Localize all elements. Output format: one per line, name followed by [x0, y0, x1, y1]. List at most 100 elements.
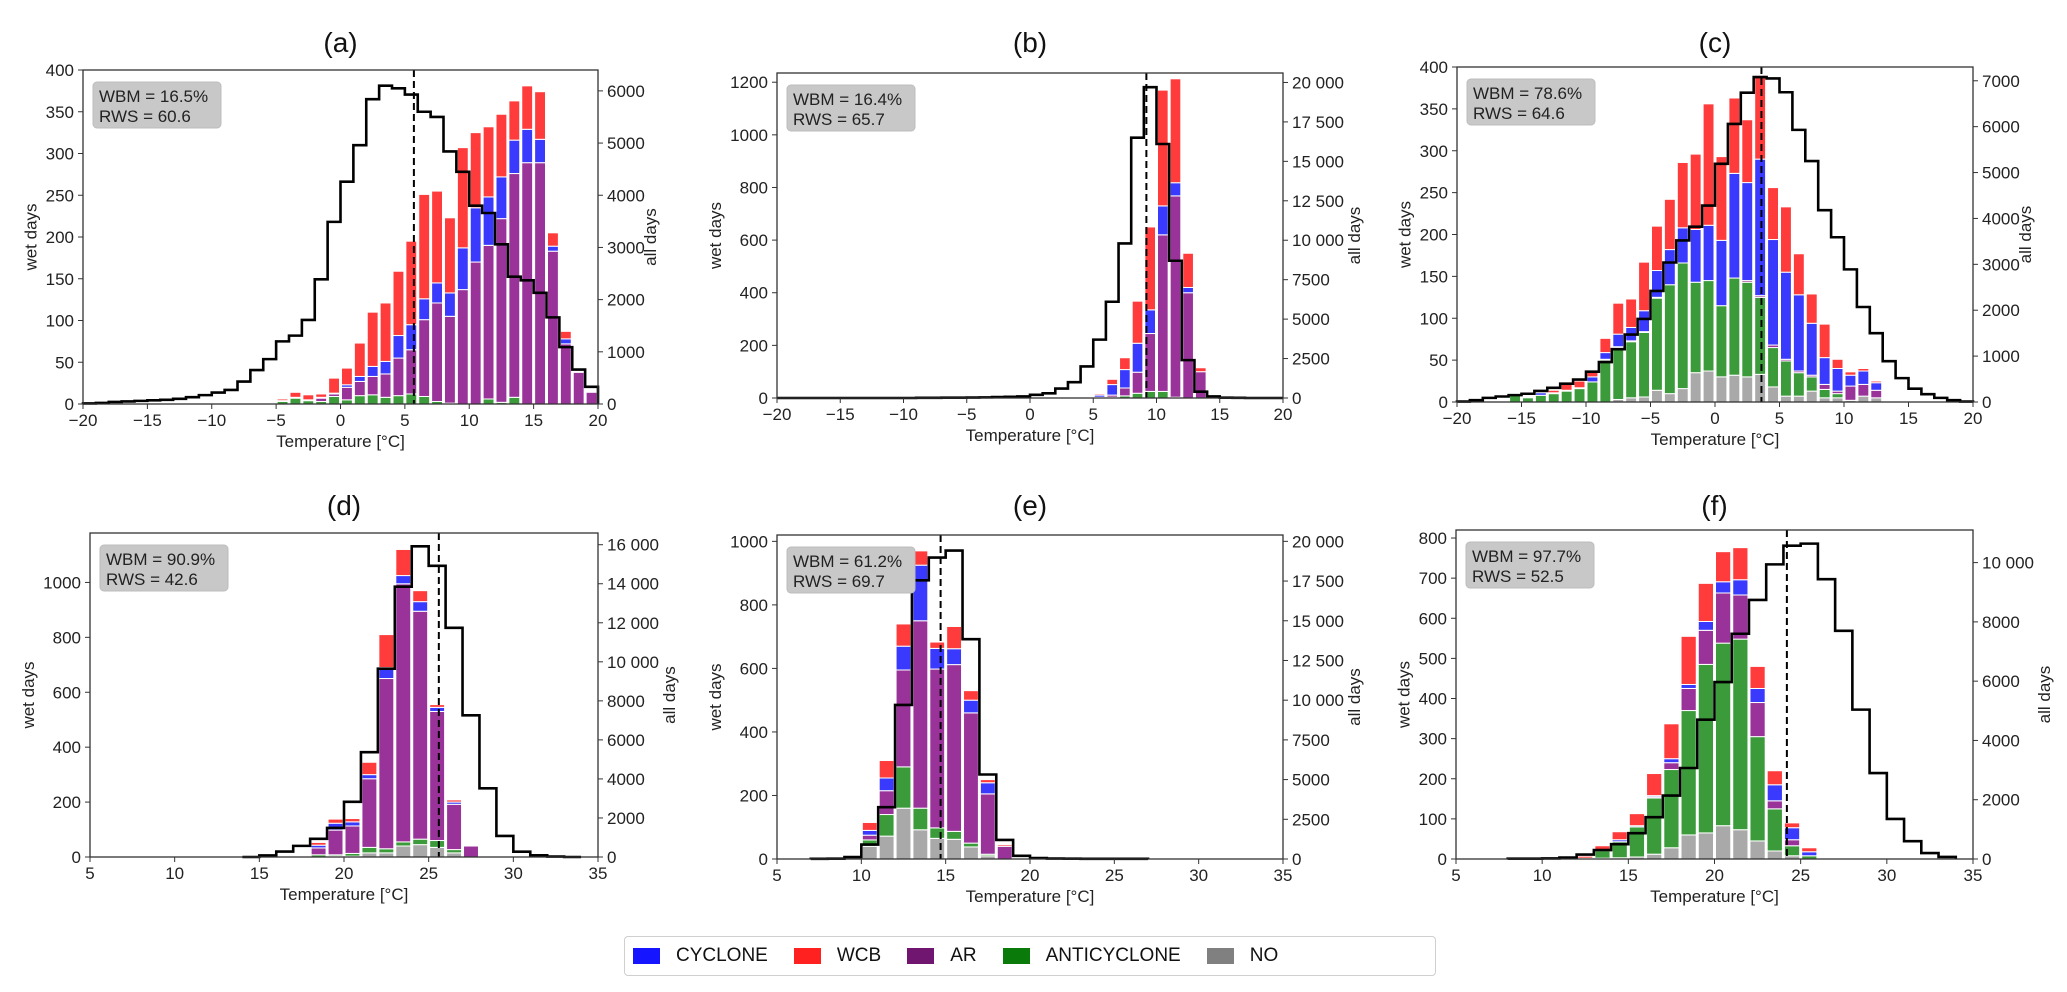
bar-segment-anticyclone: [1560, 390, 1573, 403]
bar-segment-ar: [1194, 371, 1207, 399]
bar-segment-ar: [361, 778, 378, 848]
bar-segment-wcb: [431, 190, 443, 284]
bar-segment-cyclone: [429, 706, 446, 712]
bar-segment-anticyclone: [1573, 388, 1586, 403]
panel-e: (e)5 10 15 20 25 30 35020040060080010000250050…: [706, 490, 1364, 906]
bar-segment-no: [1697, 832, 1715, 860]
bar-segment-anticyclone: [1732, 638, 1749, 831]
y2-axis-label: all days: [660, 666, 679, 724]
bar-segment-cyclone: [1119, 369, 1131, 389]
x-tick-label: 10: [1835, 409, 1854, 428]
y-tick-label: 200: [46, 228, 74, 247]
bar-segment-cyclone: [1586, 376, 1599, 383]
bar-segment-anticyclone: [1663, 284, 1676, 395]
y2-tick-label: 17 500: [1292, 113, 1344, 132]
bar-segment-ar: [482, 244, 495, 400]
y2-axis-label: all days: [2035, 666, 2054, 724]
bar-segment-cyclone: [547, 245, 559, 252]
x-tick-label: −5: [1641, 409, 1660, 428]
y2-tick-label: 0: [607, 848, 616, 867]
bar-segment-ar: [315, 397, 328, 402]
stats-box: [1466, 78, 1596, 126]
bar-segment-anticyclone: [963, 842, 979, 848]
bar-segment-wcb: [1715, 156, 1728, 241]
all-days-step-line: [777, 85, 1283, 400]
bar-segment-wcb: [289, 391, 302, 398]
bar-segment-wcb: [327, 818, 344, 824]
bar-segment-wcb: [276, 398, 289, 402]
y2-tick-label: 10 000: [1292, 691, 1344, 710]
y-axis-label: wet days: [19, 661, 38, 729]
bar-segment-no: [1767, 386, 1779, 403]
bar-segment-cyclone: [1780, 271, 1792, 360]
x-tick-label: −10: [1572, 409, 1601, 428]
panel-f: (f)5 10 15 20 25 30 35010020030040050060070080…: [1395, 490, 2055, 906]
bar-segment-cyclone: [1106, 384, 1119, 396]
x-tick-label: 10: [852, 866, 871, 885]
y-tick-label: 600: [53, 683, 81, 702]
panel-title: (e): [1013, 490, 1047, 521]
bar-segment-no: [1715, 825, 1732, 860]
bar-segment-anticyclone: [1680, 710, 1697, 836]
y2-tick-label: 5000: [1292, 310, 1330, 329]
x-tick-label: 10: [165, 864, 184, 883]
legend-label: NO: [1249, 945, 1279, 966]
y-axis-label: wet days: [706, 202, 725, 270]
bar-segment-ar: [1169, 195, 1182, 398]
bar-segment-wcb: [996, 844, 1013, 847]
x-tick-label: 30: [504, 864, 523, 883]
stats-box: [99, 544, 229, 592]
bar-segment-wcb: [1805, 293, 1818, 324]
all-days-step-line: [1506, 542, 1958, 861]
bar-segment-ar: [1131, 371, 1144, 394]
bar-segment-ar: [412, 610, 429, 840]
y-tick-label: 50: [1429, 351, 1448, 370]
bar-segment-wcb: [1680, 635, 1697, 685]
y-tick-label: 600: [1419, 609, 1447, 628]
y-tick-label: 0: [72, 848, 81, 867]
bar-segment-wcb: [1702, 103, 1715, 226]
y2-tick-label: 0: [1982, 393, 1991, 412]
bar-segment-wcb: [482, 126, 495, 198]
bar-segment-no: [1676, 388, 1689, 403]
bar-segment-anticyclone: [1651, 297, 1663, 391]
x-tick-label: 15: [1899, 409, 1918, 428]
x-tick-label: −20: [763, 405, 792, 424]
y2-tick-label: 7500: [1292, 731, 1330, 750]
bar-segment-wcb: [1611, 831, 1628, 841]
bar-segment-wcb: [1767, 187, 1779, 241]
all-days-step-line: [809, 549, 1150, 861]
bar-segment-cyclone: [1702, 224, 1715, 282]
bar-segment-anticyclone: [289, 397, 302, 405]
bar-segment-ar: [1715, 592, 1732, 644]
bar-segment-cyclone: [1638, 310, 1650, 333]
bar-segment-ar: [1157, 234, 1169, 392]
wbm-stat: WBM = 90.9%: [106, 550, 215, 569]
bar-segment-wcb: [412, 590, 429, 603]
bar-segment-no: [412, 844, 429, 858]
bar-segment-no: [1766, 850, 1783, 860]
legend-item-cyclone: CYCLONE: [633, 945, 768, 967]
bar-segment-wcb: [1801, 847, 1818, 853]
y-axis-label: wet days: [1396, 201, 1415, 269]
bar-segment-ar: [585, 391, 598, 405]
bar-segment-wcb: [1749, 665, 1766, 689]
bar-segment-cyclone: [979, 782, 996, 795]
bar-segment-no: [1715, 376, 1728, 403]
bar-segment-anticyclone: [1594, 850, 1611, 859]
bar-segment-wcb: [495, 113, 508, 178]
bar-segment-wcb: [361, 761, 378, 776]
bar-segment-cyclone: [1689, 228, 1702, 283]
y-tick-label: 350: [1420, 100, 1448, 119]
bar-segment-ar: [366, 375, 379, 396]
y-tick-label: 700: [1419, 569, 1447, 588]
bar-segment-anticyclone: [366, 394, 379, 405]
bar-segment-anticyclone: [328, 395, 340, 405]
bar-segment-anticyclone: [429, 840, 446, 848]
x-tick-label: 15: [1210, 405, 1229, 424]
y-tick-label: 0: [65, 395, 74, 414]
bar-segment-cyclone: [1676, 227, 1689, 264]
x-axis-label: Temperature [°C]: [966, 887, 1095, 906]
bar-segment-cyclone: [418, 298, 431, 321]
bar-segment-ar: [446, 803, 463, 851]
